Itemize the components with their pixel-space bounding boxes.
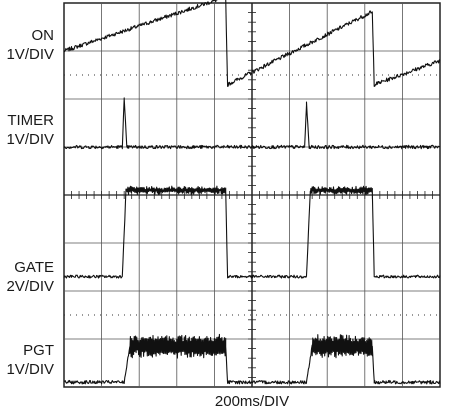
channel-scale-pgt: 1V/DIV (6, 361, 54, 378)
traces (63, 0, 441, 385)
channel-scale-on: 1V/DIV (6, 46, 54, 63)
trace-timer (63, 97, 441, 150)
channel-scale-gate: 2V/DIV (6, 278, 54, 295)
trace-gate (63, 185, 441, 279)
channel-name-on: ON (31, 27, 55, 44)
graticule (63, 2, 441, 388)
channel-name-gate: GATE (14, 259, 54, 276)
channel-name-timer: TIMER (7, 112, 54, 129)
channel-label-timer: TIMER 1V/DIV (6, 111, 54, 149)
trace-on (63, 0, 441, 87)
timebase-label: 200ms/DIV (214, 393, 290, 410)
channel-label-pgt: PGT 1V/DIV (6, 341, 54, 379)
channel-label-on: ON 1V/DIV (6, 26, 54, 64)
channel-scale-timer: 1V/DIV (6, 131, 54, 148)
channel-label-gate: GATE 2V/DIV (6, 258, 54, 296)
channel-name-pgt: PGT (23, 342, 54, 359)
trace-pgt (63, 333, 441, 385)
